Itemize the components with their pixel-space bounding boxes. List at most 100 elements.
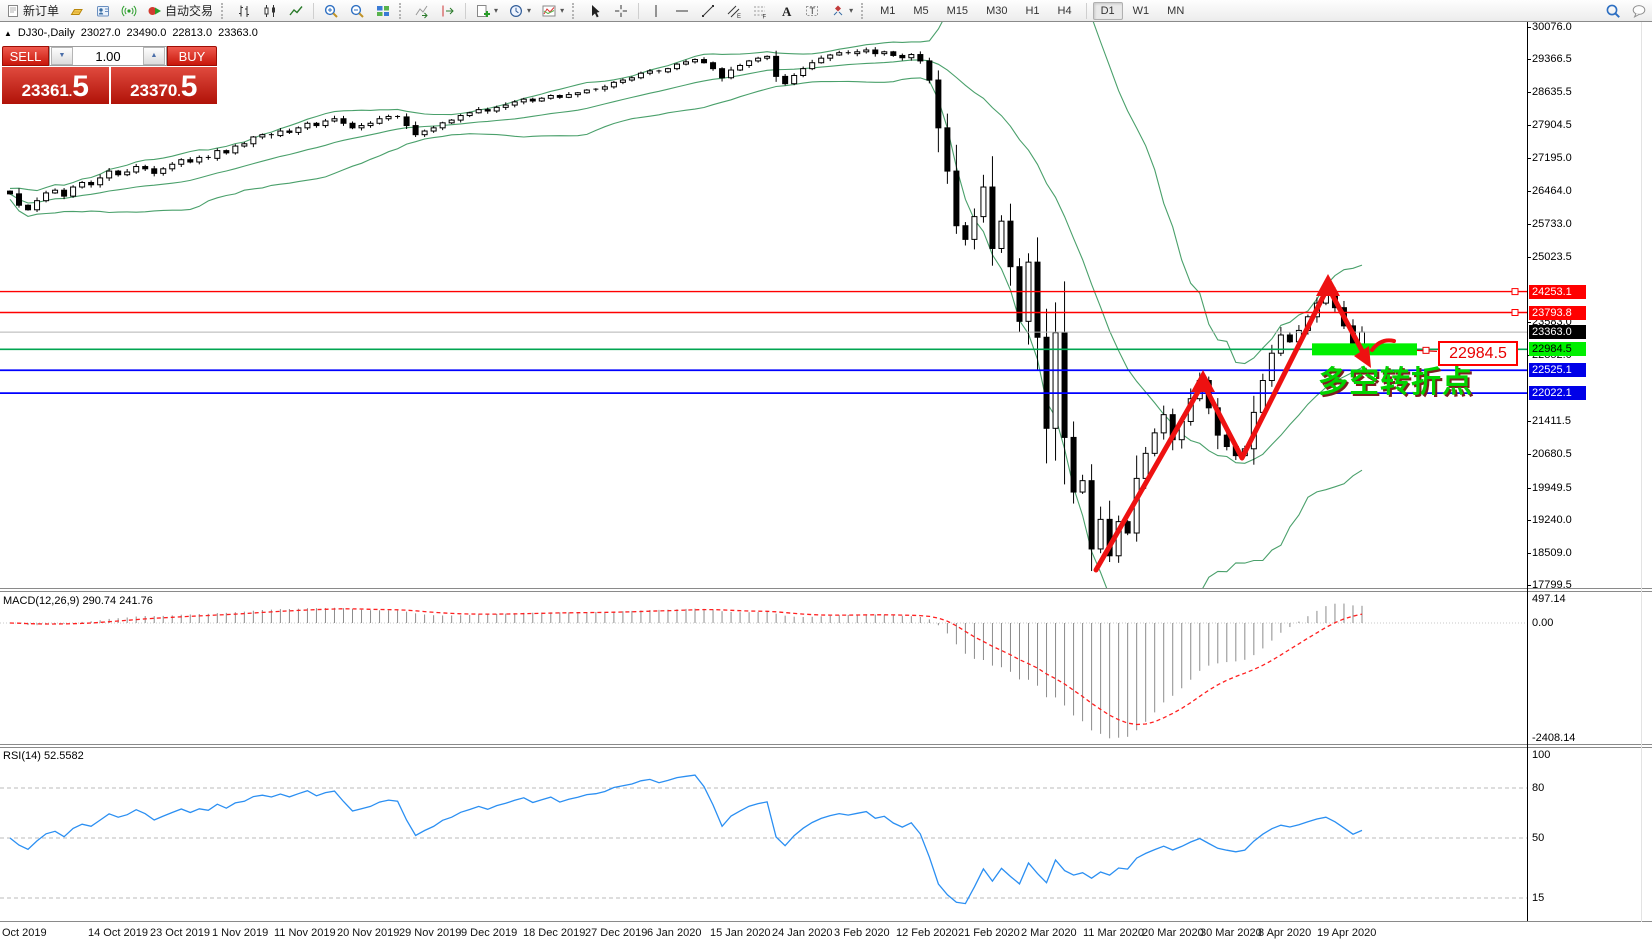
bull-candle-body — [1151, 432, 1158, 454]
autotrading-button[interactable]: 自动交易 — [143, 0, 217, 21]
line-handle[interactable] — [1511, 309, 1519, 317]
sell-price-display[interactable]: 23361. 5 — [2, 67, 109, 104]
sell-button[interactable]: SELL — [2, 46, 49, 66]
timeframe-m1-button[interactable]: M1 — [880, 4, 896, 17]
price-tag-label[interactable]: 22984.5 — [1438, 341, 1518, 366]
rsi-pane[interactable] — [0, 747, 1652, 921]
bull-candle-body — [836, 52, 843, 56]
vertical-line-tool-button[interactable] — [644, 1, 668, 21]
templates-button[interactable]: ▾ — [537, 1, 568, 21]
timeframe-m5-button[interactable]: M5 — [913, 4, 929, 17]
rsi-pane-separator[interactable] — [0, 744, 1652, 748]
zigzag-trend-arrow[interactable] — [1093, 284, 1370, 573]
bear-candle-body — [529, 98, 536, 102]
bear-candle-body — [944, 127, 951, 172]
dropdown-caret-icon[interactable]: ▾ — [494, 6, 499, 15]
one-click-collapse-arrow[interactable]: ▲ — [4, 28, 12, 38]
buy-price-display[interactable]: 23370. 5 — [110, 67, 217, 104]
toolbar-grip[interactable] — [221, 2, 228, 19]
fibonacci-tool-button[interactable]: F — [748, 1, 772, 21]
time-axis-label: 18 Dec 2019 — [523, 927, 586, 939]
crosshair-tool-button[interactable] — [609, 1, 633, 21]
toolbar-grip[interactable] — [572, 2, 579, 19]
bear-candle-body — [701, 59, 708, 64]
buy-price-pip: 5 — [180, 70, 198, 103]
cursor-tool-button[interactable] — [583, 1, 607, 21]
turning-point-note[interactable]: 多空转折点 — [1318, 366, 1473, 399]
time-axis-label: 19 Apr 2020 — [1317, 927, 1377, 939]
macd-pane-separator[interactable] — [0, 588, 1652, 592]
deposit-button[interactable] — [65, 1, 89, 21]
timeframe-h4-button[interactable]: H4 — [1057, 4, 1072, 17]
text-label-tool-button[interactable]: T — [800, 1, 824, 21]
new-chart-button[interactable]: ▾ — [471, 1, 502, 21]
trendline-tool-button[interactable] — [696, 1, 720, 21]
line-chart-button[interactable] — [284, 1, 308, 21]
bull-candle-body — [439, 122, 446, 129]
dropdown-caret-icon[interactable]: ▾ — [560, 6, 565, 15]
timeframe-mn-button[interactable]: MN — [1167, 4, 1185, 17]
autotrade-icon — [147, 3, 163, 19]
bear-candle-body — [412, 125, 419, 136]
macd-signal-line — [9, 608, 1363, 726]
text-tool-button[interactable]: A — [774, 1, 798, 21]
time-axis-label: 1 Nov 2019 — [212, 927, 269, 939]
toolbar-grip[interactable] — [861, 2, 868, 19]
line-handle[interactable] — [1511, 288, 1519, 296]
bull-candle-body — [646, 70, 653, 74]
price-tick-label: 19240.0 — [1532, 513, 1572, 526]
bull-candle-body — [827, 54, 834, 59]
volume-down-button[interactable]: ▼ — [51, 47, 73, 65]
zoom-out-button[interactable] — [345, 1, 369, 21]
chart-info-line: ▲ DJ30-,Daily 23027.0 23490.0 22813.0 23… — [4, 27, 258, 39]
price-chip-24253.1: 24253.1 — [1529, 284, 1586, 299]
trendline-icon — [700, 3, 716, 19]
buy-button[interactable]: BUY — [167, 46, 217, 66]
line-handle[interactable] — [1422, 346, 1430, 354]
bull-candle-body — [520, 98, 527, 103]
bear-candle-body — [782, 75, 789, 85]
toolbar-grip[interactable] — [399, 2, 406, 19]
signals-button[interactable] — [117, 1, 141, 21]
zoom-in-button[interactable] — [319, 1, 343, 21]
timeframe-w1-button[interactable]: W1 — [1132, 4, 1150, 17]
community-button[interactable] — [91, 1, 115, 21]
horizontal-line-tool-button[interactable] — [670, 1, 694, 21]
dropdown-caret-icon[interactable]: ▾ — [849, 6, 854, 15]
window-right-edge — [1641, 22, 1642, 922]
timeframe-d1-button[interactable]: D1 — [1092, 1, 1123, 20]
ingot-icon — [69, 3, 85, 19]
price-tick-label: 19949.5 — [1532, 481, 1572, 494]
periods-icon — [508, 3, 524, 19]
bull-candle-body — [259, 134, 266, 138]
small-red-stroke — [1370, 338, 1396, 352]
bull-candle-body — [664, 68, 671, 73]
dropdown-caret-icon[interactable]: ▾ — [527, 6, 532, 15]
chart-shift-button[interactable] — [436, 1, 460, 21]
auto-scroll-button[interactable] — [410, 1, 434, 21]
volume-up-button[interactable]: ▲ — [143, 47, 165, 65]
chart-top-border — [0, 21, 1652, 22]
timeframe-m15-button[interactable]: M15 — [946, 4, 969, 17]
new-order-button[interactable]: 新订单 — [1, 0, 63, 21]
equidistant-channel-tool-button[interactable]: E — [722, 1, 746, 21]
bar-chart-button[interactable] — [232, 1, 256, 21]
bull-candle-body — [160, 168, 167, 174]
bear-candle-body — [953, 170, 960, 227]
tile-windows-button[interactable] — [371, 1, 395, 21]
main-chart-pane[interactable] — [0, 22, 1652, 588]
zoomout-icon — [349, 3, 365, 19]
timeframe-h1-button[interactable]: H1 — [1025, 4, 1040, 17]
arrows-tool-button[interactable]: ▾ — [826, 1, 857, 21]
candlestick-chart-button[interactable] — [258, 1, 282, 21]
chat-button[interactable] — [1627, 1, 1651, 21]
search-button[interactable] — [1601, 1, 1625, 21]
price-tick-mark — [1527, 256, 1531, 258]
macd-indicator-label: MACD(12,26,9) 290.74 241.76 — [3, 595, 153, 607]
timeframe-m30-button[interactable]: M30 — [986, 4, 1008, 17]
volume-input[interactable]: 1.00 — [95, 48, 121, 64]
macd-pane[interactable] — [0, 592, 1652, 744]
periods-button[interactable]: ▾ — [504, 1, 535, 21]
bull-candle-body — [52, 189, 59, 194]
rsi-axis-label: 15 — [1532, 892, 1545, 904]
